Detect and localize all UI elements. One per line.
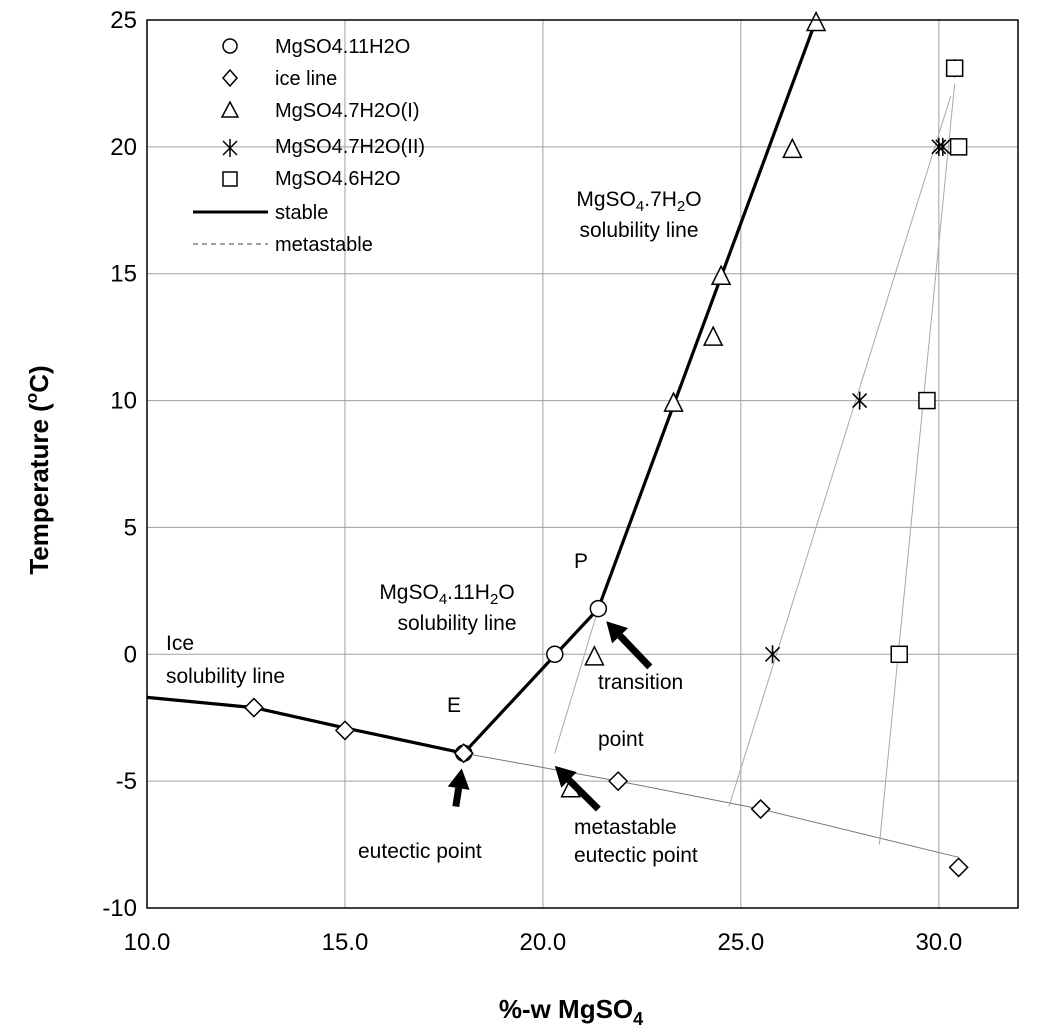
- thin-line: [878, 83, 956, 845]
- x-axis-title: %-w MgSO4: [499, 994, 643, 1029]
- square-marker: [918, 391, 936, 410]
- diamond-marker: [453, 743, 474, 764]
- annotation-mgso4-11h2o-title: MgSO4.11H2O: [379, 581, 514, 608]
- legend-label-mgso4-6h2o: MgSO4.6H2O: [275, 168, 401, 190]
- legend-diamond-marker: [222, 68, 238, 88]
- square-marker: [945, 59, 964, 77]
- metastable-eutectic-arrow-head: [554, 765, 577, 788]
- legend: MgSO4.11H2O ice line MgSO4.7H2O(I) MgSO4…: [193, 36, 425, 256]
- annotation-e-label: E: [447, 694, 461, 717]
- legend-triangle-marker: [220, 100, 240, 118]
- y-tick-label: 5: [124, 514, 137, 541]
- y-axis-title: Temperature (oC): [22, 365, 54, 574]
- diamond-marker: [608, 771, 629, 792]
- diamond-marker: [948, 857, 969, 878]
- triangle-marker: [702, 325, 724, 346]
- legend-label-ice-line: ice line: [275, 68, 337, 90]
- annotation-ice-subtitle: solubility line: [166, 665, 285, 688]
- legend-circle-marker: [222, 38, 238, 54]
- x-axis-title-main: %-w MgSO: [499, 994, 633, 1024]
- plot-frame: [146, 19, 1019, 909]
- data-markers: [243, 10, 969, 878]
- tick-labels: 10.0 15.0 20.0 25.0 30.0 25 20 15 10 5 0 -5 -10: [102, 7, 962, 956]
- star-marker: [852, 391, 868, 410]
- annotation-mgso4-7h2o-subtitle: solubility line: [579, 219, 698, 242]
- triangle-marker: [663, 391, 684, 412]
- y-tick-label: -5: [116, 768, 137, 795]
- triangle-marker: [782, 137, 803, 159]
- legend-label-stable: stable: [275, 202, 328, 224]
- x-tick-label: 30.0: [915, 929, 962, 956]
- y-axis-title-main: Temperature (: [24, 403, 54, 575]
- gridlines: [146, 19, 1018, 909]
- y-tick-label: -10: [102, 895, 137, 922]
- transition-arrow-head: [606, 621, 629, 644]
- triangle-marker: [710, 264, 732, 286]
- metastable-eutectic-arrow-shaft: [566, 777, 601, 812]
- eutectic-arrow-head: [447, 768, 470, 790]
- stable-line: [146, 19, 818, 755]
- y-tick-label: 15: [110, 261, 137, 288]
- annotation-point: point: [598, 728, 644, 751]
- y-tick-label: 20: [110, 134, 137, 161]
- x-tick-label: 10.0: [124, 929, 171, 956]
- diamond-marker: [750, 798, 771, 820]
- y-axis-title-sup: o: [22, 393, 41, 403]
- annotation-transition: transition: [598, 671, 683, 694]
- star-marker: [764, 645, 781, 664]
- legend-label-mgso4-7h2o-ii: MgSO4.7H2O(II): [275, 136, 425, 158]
- x-tick-label: 25.0: [718, 929, 765, 956]
- annotation-metastable: metastable: [574, 816, 677, 839]
- x-tick-label: 15.0: [322, 929, 369, 956]
- legend-label-mgso4-11h2o: MgSO4.11H2O: [275, 36, 410, 58]
- annotation-ice-title: Ice: [166, 632, 194, 655]
- triangle-marker: [805, 10, 827, 32]
- annotation-arrows: [447, 621, 653, 812]
- annotation-metastable-eutectic-point: eutectic point: [574, 844, 698, 867]
- annotation-mgso4-11h2o-subtitle: solubility line: [397, 612, 516, 635]
- y-tick-label: 10: [110, 388, 137, 415]
- x-tick-label: 20.0: [520, 929, 567, 956]
- annotation-mgso4-7h2o-title: MgSO4.7H2O: [576, 188, 701, 215]
- diamond-marker: [334, 720, 356, 741]
- thin-line: [554, 608, 599, 754]
- legend-star-marker: [222, 139, 238, 157]
- legend-label-mgso4-7h2o-i: MgSO4.7H2O(I): [275, 100, 419, 122]
- annotation-p-label: P: [574, 550, 588, 573]
- circle-marker: [546, 645, 564, 664]
- y-tick-label: 25: [110, 7, 137, 34]
- legend-label-metastable: metastable: [275, 234, 373, 256]
- eutectic-arrow-shaft: [452, 787, 463, 808]
- y-tick-label: 0: [124, 641, 137, 668]
- triangle-marker: [584, 645, 605, 666]
- square-marker: [890, 645, 908, 664]
- star-marker: [935, 137, 951, 156]
- square-marker: [949, 138, 968, 156]
- thin-line: [728, 95, 952, 807]
- annotation-eutectic-point: eutectic point: [358, 840, 482, 863]
- x-axis-title-sub: 4: [633, 1009, 643, 1029]
- y-axis-title-end: C): [24, 365, 54, 392]
- circle-marker: [589, 599, 608, 618]
- diamond-marker: [243, 697, 264, 718]
- legend-square-marker: [222, 171, 238, 187]
- series-lines: [146, 19, 959, 858]
- transition-arrow-shaft: [617, 633, 653, 670]
- metastable-line: [463, 752, 959, 858]
